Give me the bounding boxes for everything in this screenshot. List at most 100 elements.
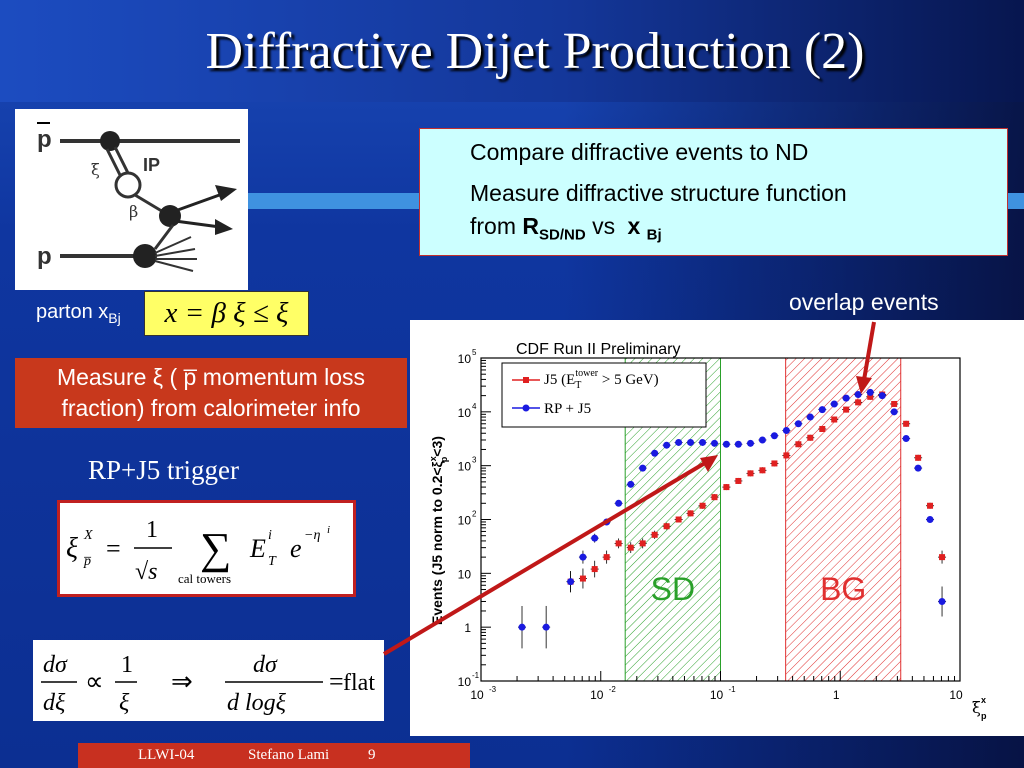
rp-point: [914, 464, 922, 472]
parton-subscript: Bj: [108, 310, 121, 326]
xi-formula: ξ X p̅ = 1 √s ∑ cal towers E i T e −η i: [57, 500, 356, 597]
j5-point: [903, 420, 910, 427]
j5-point: [663, 523, 670, 530]
xi-numerator: 1: [146, 517, 158, 543]
xi-exp-sup-i: i: [327, 524, 330, 536]
beta-label: β: [129, 202, 138, 221]
footer-author: Stefano Lami: [248, 747, 330, 763]
j5-point: [723, 484, 730, 491]
hard-vertex: [159, 205, 181, 227]
rp-point: [806, 413, 814, 421]
legend-j5-part: > 5 GeV): [598, 372, 659, 388]
footer-page: 9: [368, 747, 376, 763]
measure-line-1: Measure ξ ( p̅ momentum loss: [56, 364, 366, 390]
rp-point: [579, 553, 587, 561]
rp-point: [627, 480, 635, 488]
summary-textbox: Compare diffractive events to ND Measure…: [419, 128, 1008, 256]
j5-point: [603, 554, 610, 561]
y-tick-sup: 2: [472, 510, 477, 519]
xi-exp: e: [290, 534, 302, 563]
rp-point: [818, 406, 826, 414]
jet-2-arrowhead: [215, 219, 233, 235]
j5-point: [807, 434, 814, 441]
summary-line-1: Compare diffractive events to ND: [470, 139, 809, 165]
x-tick-label: 10: [710, 688, 724, 702]
y-tick-label: 10: [458, 567, 472, 581]
slide-title: Diffractive Dijet Production (2): [205, 23, 865, 80]
y-tick-label: 10: [458, 675, 472, 689]
rp-point: [926, 516, 934, 523]
j5-point: [675, 516, 682, 523]
y-tick-sup: 3: [472, 456, 477, 465]
ip-label: IP: [143, 155, 160, 175]
x-axis-label-xi: ξ: [972, 698, 981, 717]
j5-point: [867, 393, 874, 400]
summary-line-2: Measure diffractive structure function: [470, 180, 847, 206]
dsig-implies: ⇒: [171, 667, 193, 696]
j5-point: [783, 452, 790, 459]
rp-point: [639, 464, 647, 472]
rp-point: [746, 439, 754, 447]
dsig-equals: =: [329, 667, 344, 696]
xi-sum-sub: cal towers: [178, 571, 231, 586]
x-axis-label-sup: x: [981, 695, 986, 705]
j5-point: [831, 416, 838, 423]
xi-formula-graphic: ξ X p̅ = 1 √s ∑ cal towers E i T e −η i: [66, 517, 330, 586]
pbar-label: p: [37, 126, 52, 153]
rp-point: [663, 441, 671, 449]
y-tick-label: 10: [458, 406, 472, 420]
rp-point: [866, 388, 874, 396]
rp-point: [542, 623, 550, 631]
x-tick-sup: -3: [489, 685, 497, 694]
rp-trigger-label: RP+J5 trigger: [88, 455, 239, 485]
rp-point: [758, 436, 766, 444]
j5-point: [591, 566, 598, 573]
j5-point: [747, 470, 754, 477]
x-tick-label: 1: [833, 688, 840, 702]
j5-point: [915, 454, 922, 461]
xi-lhs: ξ: [66, 533, 78, 564]
y-tick-sup: 4: [472, 402, 477, 411]
j5-point: [687, 510, 694, 517]
x-tick-sup: -1: [729, 685, 737, 694]
rp-point: [710, 439, 718, 447]
y-axis-label: Events (J5 norm to 0.2<ξxp<3): [428, 436, 449, 625]
measure-box: Measure ξ ( p̅ momentum loss fraction) f…: [15, 358, 407, 428]
rp-point: [722, 440, 730, 448]
legend-j5-part: T: [575, 380, 581, 391]
y-tick-sup: -1: [472, 671, 480, 680]
region-label-sd: SD: [651, 571, 695, 607]
xi-e-sup: i: [268, 528, 272, 543]
x-tick-label: 10: [949, 688, 963, 702]
plot-title: CDF Run II Preliminary: [516, 341, 680, 358]
xi-lhs-sup: X: [83, 528, 93, 543]
overlap-events-label: overlap events: [789, 289, 939, 315]
j5-point: [843, 406, 850, 413]
rp-point: [651, 449, 659, 457]
y-tick-label: 10: [458, 514, 472, 528]
legend-rp-label: RP + J5: [544, 401, 591, 417]
j5-point: [699, 502, 706, 509]
x-axis-label-sub: p: [981, 711, 987, 721]
rp-point: [878, 392, 886, 400]
xi-lhs-sub: p̅: [83, 554, 92, 569]
measure-line-2: fraction) from calorimeter info: [61, 395, 361, 421]
j5-point: [639, 540, 646, 547]
j5-point: [795, 441, 802, 448]
legend-rp-marker: [522, 404, 530, 412]
dsig-prop: ∝: [85, 667, 104, 696]
j5-point: [891, 400, 898, 407]
y-tick-label: 1: [464, 621, 471, 635]
remnant-line-3: [154, 260, 194, 272]
rp-point: [603, 518, 611, 526]
y-tick-label: 10: [458, 352, 472, 366]
cdf-plot: SD BG 10 -3 10 -2 10 -1 1 10 10 -1 1 10 10 2 10 3 10 4 10 5 CD…: [410, 320, 1024, 736]
diffraction-diagram: p ξ IP β p: [15, 109, 248, 290]
parton-line: [153, 224, 175, 250]
y-tick-label: 10: [458, 460, 472, 474]
xi-sum: ∑: [200, 524, 231, 573]
rp-point: [782, 427, 790, 435]
x-tick-label: 10: [470, 688, 484, 702]
rp-point: [770, 432, 778, 440]
